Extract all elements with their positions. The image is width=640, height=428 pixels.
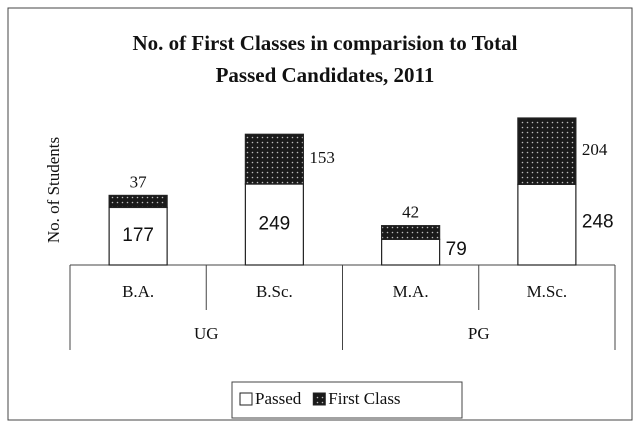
legend-swatch [312,392,326,406]
bar-segment [517,117,577,185]
group-label: PG [468,324,490,343]
data-label: 248 [582,212,614,233]
bar-segment [244,183,304,266]
legend-swatch [239,392,253,406]
bar-segment [108,194,168,209]
data-label: 249 [259,214,291,235]
legend-label: Passed [255,389,302,408]
bar-segment [517,183,577,266]
chart-border [7,7,633,421]
x-tick-label: M.A. [393,282,429,301]
chart-title: Passed Candidates, 2011 [216,63,435,87]
data-label: 42 [402,203,419,222]
data-label: 37 [130,172,148,191]
legend-box [231,381,463,419]
data-label: 177 [122,225,154,246]
group-label: UG [194,324,219,343]
data-label: 153 [309,148,335,167]
y-axis-label: No. of Students [44,137,63,243]
data-label: 204 [582,140,608,159]
bar-segment [381,225,441,240]
bar-segment [381,238,441,266]
bar-segment [244,133,304,185]
legend-label: First Class [328,389,400,408]
x-tick-label: B.Sc. [256,282,293,301]
chart-title: No. of First Classes in comparision to T… [132,31,517,55]
data-label: 79 [446,239,467,260]
x-tick-label: M.Sc. [527,282,568,301]
x-tick-label: B.A. [122,282,154,301]
